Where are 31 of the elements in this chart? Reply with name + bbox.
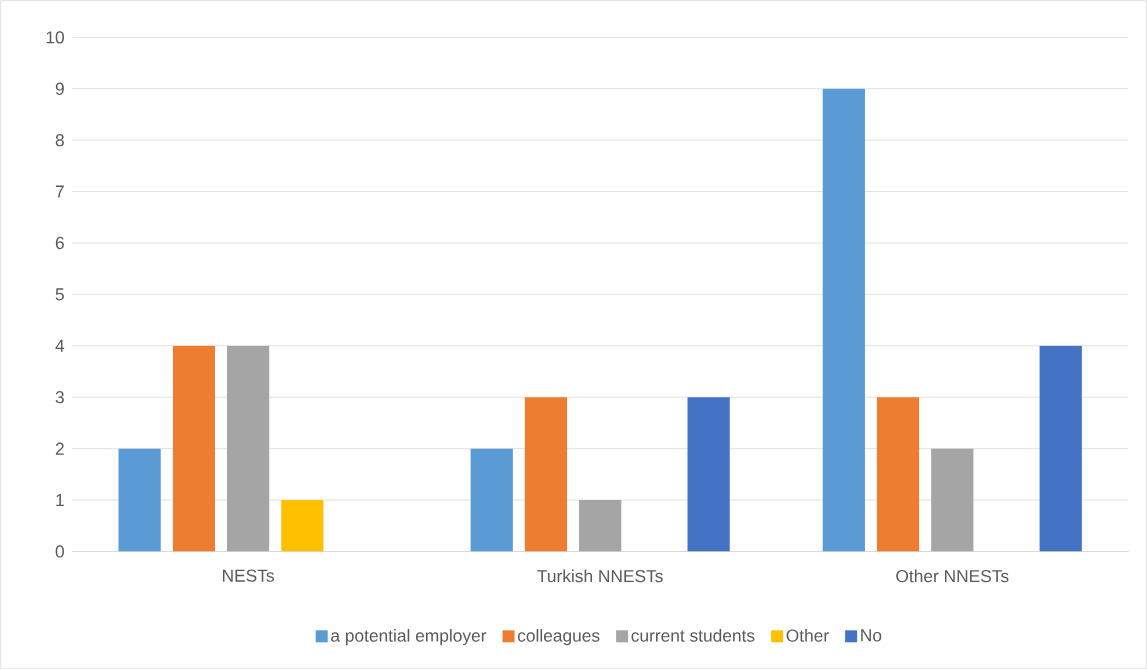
bar: [281, 500, 324, 552]
legend-label: No: [861, 629, 882, 642]
y-tick-label: 8: [55, 134, 64, 147]
bar: [579, 500, 622, 552]
legend-label: colleagues: [517, 629, 600, 646]
y-tick-label: 2: [55, 442, 64, 455]
legend-label: a potential employer: [331, 629, 487, 646]
y-tick-label: 6: [55, 237, 64, 250]
bar: [822, 88, 865, 552]
bar: [118, 448, 161, 552]
bar: [470, 448, 513, 552]
bar: [876, 397, 920, 552]
y-tick-label: 5: [55, 288, 64, 301]
bar: [226, 346, 270, 552]
bar: [172, 346, 215, 552]
y-tick-label: 1: [56, 494, 64, 507]
y-tick-label: 3: [55, 391, 64, 404]
bar: [931, 448, 974, 552]
y-tick-label: 0: [55, 545, 64, 558]
bar: [524, 397, 568, 552]
y-tick-label: 10: [46, 31, 64, 44]
y-tick-label: 4: [55, 340, 65, 353]
bar: [1039, 346, 1082, 552]
x-tick-label: NESTs: [223, 569, 274, 583]
x-tick-label: Turkish NNESTs: [537, 569, 663, 583]
legend-label: Other: [786, 629, 829, 642]
y-tick-label: 9: [55, 82, 64, 96]
x-tick-label: Other NNESTs: [896, 569, 1009, 583]
legend-label: current students: [631, 629, 755, 642]
y-tick-label: 7: [55, 185, 64, 198]
bar: [687, 397, 730, 552]
